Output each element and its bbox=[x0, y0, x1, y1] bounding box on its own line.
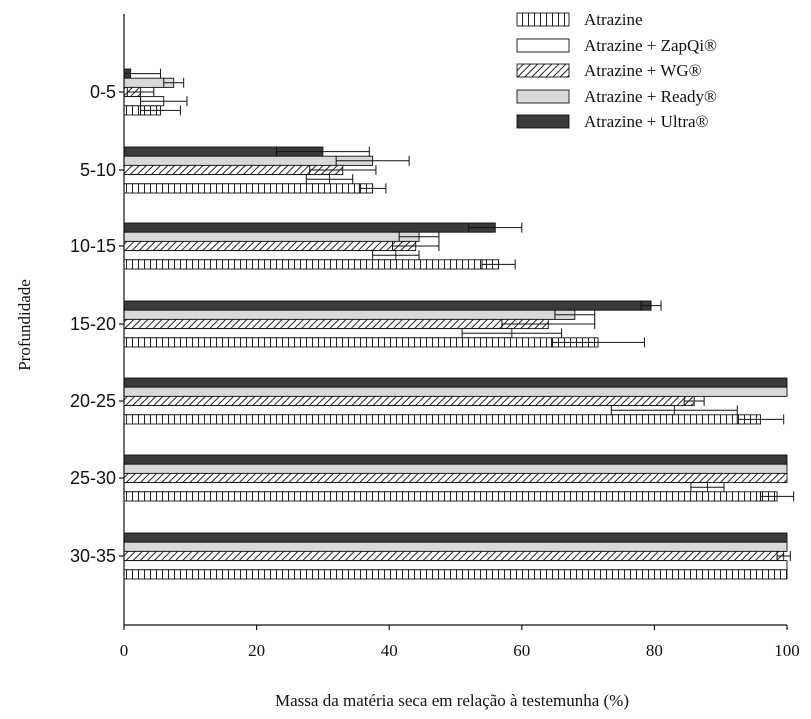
y-tick-label: 30-35 bbox=[70, 546, 116, 566]
error-bar-1-0 bbox=[140, 96, 188, 107]
bar-1-6 bbox=[123, 560, 788, 571]
bar-4-6 bbox=[123, 532, 788, 543]
error-bar-2-4 bbox=[683, 396, 705, 406]
legend-label-1: Atrazine + ZapQi® bbox=[584, 36, 717, 55]
y-tick-label: 15-20 bbox=[70, 314, 116, 334]
bar-1-4 bbox=[123, 405, 675, 416]
error-bar-1-3 bbox=[461, 328, 563, 339]
bar-3-3 bbox=[123, 309, 576, 320]
legend-label-2: Atrazine + WG® bbox=[584, 61, 702, 80]
bar-2-3 bbox=[123, 318, 549, 330]
bar-0-4 bbox=[123, 414, 761, 425]
bar-4-3 bbox=[123, 300, 652, 311]
bar-0-6 bbox=[123, 569, 788, 580]
bar-1-3 bbox=[123, 328, 513, 339]
y-tick-label: 20-25 bbox=[70, 391, 116, 411]
axes-layer: 0 20 40 60 80 100 0-5 5-10 10-15 15-20 20-25 25-30 3… bbox=[70, 14, 800, 660]
legend-swatch-2 bbox=[516, 63, 570, 78]
bar-4-2 bbox=[123, 222, 496, 233]
error-bar-1-4 bbox=[610, 405, 738, 416]
legend-label-4: Atrazine + Ultra® bbox=[584, 112, 709, 131]
bar-0-1 bbox=[123, 183, 374, 194]
error-bar-3-0 bbox=[163, 77, 185, 88]
error-bar-1-1 bbox=[305, 174, 354, 185]
bar-2-6 bbox=[123, 550, 785, 562]
y-tick-label: 0-5 bbox=[90, 82, 116, 102]
error-bar-3-1 bbox=[335, 155, 410, 166]
x-axis-label: Massa da matéria seca em relação à teste… bbox=[275, 691, 629, 710]
y-tick-label: 10-15 bbox=[70, 236, 116, 256]
legend: Atrazine Atrazine + ZapQi® Atrazine + WG® A… bbox=[516, 10, 717, 131]
bar-3-5 bbox=[123, 463, 788, 474]
error-bar-2-1 bbox=[309, 165, 377, 175]
error-bar-4-3 bbox=[640, 300, 662, 311]
error-bar-2-3 bbox=[501, 319, 596, 329]
bar-1-1 bbox=[123, 174, 330, 185]
legend-label-0: Atrazine bbox=[584, 10, 643, 29]
error-bar-0-0 bbox=[140, 105, 181, 116]
error-bar-0-5 bbox=[759, 491, 795, 502]
error-bar-3-3 bbox=[554, 309, 596, 320]
error-bar-0-2 bbox=[481, 259, 516, 270]
legend-swatch-0 bbox=[516, 12, 570, 27]
bar-3-1 bbox=[123, 155, 374, 166]
bar-2-5 bbox=[123, 472, 788, 484]
legend-label-3: Atrazine + Ready® bbox=[584, 87, 717, 106]
error-bar-3-2 bbox=[398, 231, 440, 242]
x-tick-label: 80 bbox=[646, 641, 663, 660]
error-bar-2-6 bbox=[776, 551, 791, 561]
legend-swatch-1 bbox=[516, 38, 570, 53]
legend-swatch-3 bbox=[516, 89, 570, 104]
error-bar-4-2 bbox=[468, 222, 523, 233]
bar-4-5 bbox=[123, 454, 788, 465]
bar-3-4 bbox=[123, 386, 788, 397]
error-bar-0-1 bbox=[358, 183, 387, 194]
x-tick-label: 100 bbox=[774, 641, 800, 660]
bar-4-4 bbox=[123, 377, 788, 388]
bar-1-5 bbox=[123, 482, 708, 493]
bar-3-2 bbox=[123, 231, 420, 242]
error-bar-4-1 bbox=[275, 146, 370, 157]
error-bars-layer bbox=[123, 68, 795, 561]
error-bar-2-0 bbox=[126, 87, 155, 97]
bar-1-2 bbox=[123, 250, 397, 261]
bar-2-4 bbox=[123, 395, 695, 407]
x-tick-label: 60 bbox=[513, 641, 530, 660]
y-tick-label: 25-30 bbox=[70, 468, 116, 488]
x-tick-label: 20 bbox=[248, 641, 265, 660]
error-bar-1-2 bbox=[372, 250, 420, 261]
legend-swatch-4 bbox=[516, 114, 570, 129]
bars-layer bbox=[123, 68, 788, 580]
bar-3-6 bbox=[123, 541, 788, 552]
y-tick-label: 5-10 bbox=[80, 160, 116, 180]
bar-2-2 bbox=[123, 240, 417, 252]
error-bar-1-5 bbox=[690, 482, 725, 493]
y-axis-label: Profundidade bbox=[15, 279, 34, 371]
x-tick-label: 40 bbox=[381, 641, 398, 660]
bar-0-2 bbox=[123, 259, 500, 270]
bar-0-5 bbox=[123, 491, 778, 502]
x-tick-label: 0 bbox=[120, 641, 129, 660]
error-bar-0-3 bbox=[551, 337, 645, 348]
error-bar-0-4 bbox=[736, 414, 785, 425]
bar-0-3 bbox=[123, 337, 599, 348]
error-bar-2-2 bbox=[392, 241, 440, 251]
